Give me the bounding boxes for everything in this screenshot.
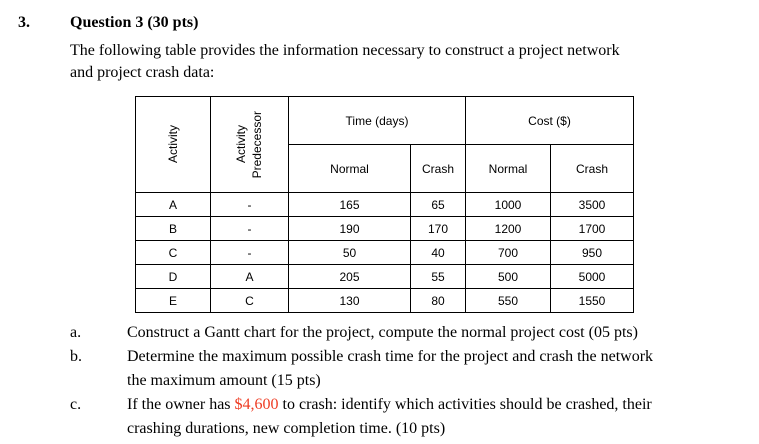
cell-activity: E	[135, 288, 211, 313]
item-text: Construct a Gantt chart for the project,…	[127, 321, 759, 345]
item-letter: a.	[70, 324, 82, 341]
cell-activity: A	[135, 192, 211, 217]
cell-time-crash: 80	[410, 288, 466, 313]
subheader-time-normal: Normal	[288, 144, 411, 193]
cell-time-normal: 205	[288, 264, 411, 289]
cell-cost-normal: 700	[465, 240, 551, 265]
question-number: 3.	[18, 14, 30, 31]
cell-time-crash: 40	[410, 240, 466, 265]
item-b-line-1: Determine the maximum possible crash tim…	[127, 348, 654, 365]
item-c-text-after: to crash: identify which activities shou…	[278, 396, 652, 413]
question-title: Question 3 (30 pts)	[70, 14, 199, 31]
cell-predecessor: C	[210, 288, 289, 313]
table-row: C - 50 40 700 950	[135, 240, 634, 265]
cell-predecessor: A	[210, 264, 289, 289]
item-letter: b.	[70, 348, 82, 365]
predecessor-vertical-label-line1: Activity	[233, 125, 248, 164]
cell-activity: D	[135, 264, 211, 289]
item-c-line-2: crashing durations, new completion time.…	[127, 420, 446, 437]
table-row: E C 130 80 550 1550	[135, 288, 634, 313]
item-a-line-1: Construct a Gantt chart for the project,…	[127, 324, 638, 341]
question-parts-list: a. Construct a Gantt chart for the proje…	[70, 321, 759, 441]
item-c-line-1: If the owner has $4,600 to crash: identi…	[127, 393, 759, 417]
table-row: A - 165 65 1000 3500	[135, 192, 634, 217]
col-header-activity: Activity	[135, 96, 211, 193]
table-header-row-groups: Activity Activity Predecessor Time (days…	[135, 96, 634, 193]
item-b-line-2: the maximum amount (15 pts)	[127, 372, 321, 389]
col-header-predecessor: Activity Predecessor	[210, 96, 289, 193]
cell-time-normal: 50	[288, 240, 411, 265]
group-header-cost: Cost ($)	[465, 96, 634, 145]
predecessor-vertical-label-line2: Predecessor	[250, 110, 265, 179]
subheader-cost-crash: Crash	[550, 144, 634, 193]
question-header: 3. Question 3 (30 pts)	[0, 0, 759, 34]
list-item-b: b. Determine the maximum possible crash …	[70, 345, 759, 393]
cell-cost-normal: 550	[465, 288, 551, 313]
cell-cost-crash: 5000	[550, 264, 634, 289]
activity-vertical-label: Activity	[165, 125, 180, 164]
cell-time-normal: 165	[288, 192, 411, 217]
item-letter: c.	[70, 396, 82, 413]
cell-time-crash: 65	[410, 192, 466, 217]
table-row: D A 205 55 500 5000	[135, 264, 634, 289]
cell-cost-normal: 1000	[465, 192, 551, 217]
highlighted-amount: $4,600	[234, 396, 279, 413]
item-c-text-before: If the owner has	[127, 396, 235, 413]
cell-cost-crash: 950	[550, 240, 634, 265]
crash-data-table: Activity Activity Predecessor Time (days…	[135, 96, 634, 313]
cell-cost-crash: 1700	[550, 216, 634, 241]
group-header-time: Time (days)	[288, 96, 466, 145]
table-row: B - 190 170 1200 1700	[135, 216, 634, 241]
cell-time-normal: 130	[288, 288, 411, 313]
cell-activity: B	[135, 216, 211, 241]
cell-activity: C	[135, 240, 211, 265]
cell-cost-normal: 500	[465, 264, 551, 289]
list-item-a: a. Construct a Gantt chart for the proje…	[70, 321, 759, 345]
cell-predecessor: -	[210, 192, 289, 217]
item-text: Determine the maximum possible crash tim…	[127, 345, 759, 393]
subheader-cost-normal: Normal	[465, 144, 551, 193]
intro-paragraph: The following table provides the informa…	[70, 40, 695, 84]
intro-line-2: and project crash data:	[70, 64, 215, 81]
item-text: If the owner has $4,600 to crash: identi…	[127, 393, 759, 441]
cell-predecessor: -	[210, 216, 289, 241]
cell-time-crash: 55	[410, 264, 466, 289]
table-header-row-subs: Normal Crash Normal Crash	[136, 144, 634, 193]
cell-time-normal: 190	[288, 216, 411, 241]
subheader-time-crash: Crash	[410, 144, 466, 193]
cell-time-crash: 170	[410, 216, 466, 241]
cell-cost-crash: 1550	[550, 288, 634, 313]
cell-cost-crash: 3500	[550, 192, 634, 217]
intro-line-1: The following table provides the informa…	[70, 42, 620, 59]
cell-predecessor: -	[210, 240, 289, 265]
cell-cost-normal: 1200	[465, 216, 551, 241]
list-item-c: c. If the owner has $4,600 to crash: ide…	[70, 393, 759, 441]
